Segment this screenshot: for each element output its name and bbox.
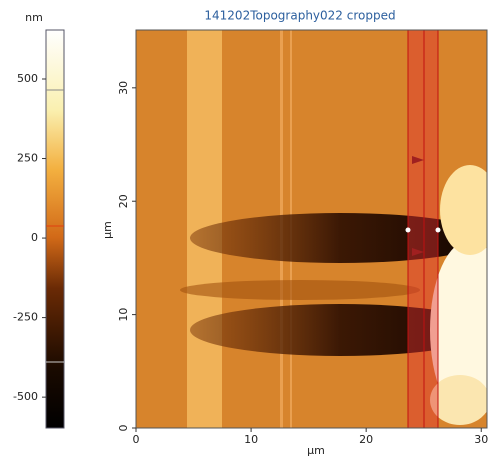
chart-title: 141202Topography022 cropped xyxy=(204,9,395,23)
colorbar-tick-label: -250 xyxy=(13,311,38,324)
x-tick-label: 10 xyxy=(244,433,258,446)
colorbar xyxy=(45,29,65,429)
x-axis-label: µm xyxy=(307,444,325,457)
topography-image xyxy=(136,30,487,428)
x-tick-label: 30 xyxy=(474,433,488,446)
y-tick-label: 0 xyxy=(117,425,130,432)
colorbar-tick-label: 500 xyxy=(17,72,38,85)
colorbar-tick-label: 0 xyxy=(31,231,38,244)
x-tick-label: 0 xyxy=(133,433,140,446)
colorbar-tick-label: -500 xyxy=(13,390,38,403)
colorbar-label: nm xyxy=(25,11,43,24)
colorbar-tick-label: 250 xyxy=(17,152,38,165)
x-tick-label: 20 xyxy=(359,433,373,446)
y-tick-label: 10 xyxy=(117,308,130,322)
y-axis-label: µm xyxy=(101,221,114,239)
plot-frame xyxy=(135,29,488,429)
y-tick-label: 30 xyxy=(117,81,130,95)
y-tick-label: 20 xyxy=(117,194,130,208)
